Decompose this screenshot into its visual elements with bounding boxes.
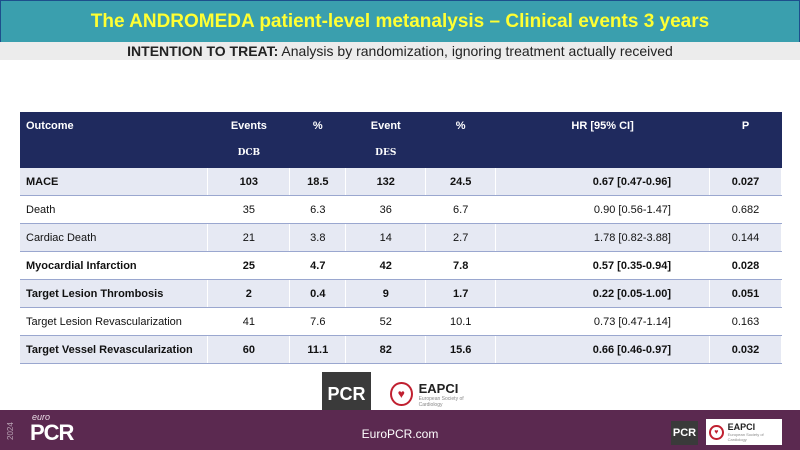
cell-dcb-pct: 4.7 xyxy=(289,251,347,280)
cell-outcome: Target Vessel Revascularization xyxy=(20,335,209,364)
cell-hr: 0.73 [0.47-1.14] xyxy=(495,307,710,336)
table-header-row: Outcome Events DCB % Event DES % HR [95% C… xyxy=(20,112,782,168)
cell-hr: 0.22 [0.05-1.00] xyxy=(495,279,710,308)
footer-year: 2024 xyxy=(6,422,15,440)
cell-p: 0.163 xyxy=(709,307,783,336)
header-p: P xyxy=(709,112,782,168)
cell-outcome: Death xyxy=(20,195,209,224)
cell-des: 14 xyxy=(345,223,427,252)
cell-dcb-pct: 0.4 xyxy=(289,279,347,308)
footer-euro-text: euro xyxy=(32,412,51,422)
cell-dcb: 103 xyxy=(207,168,291,196)
cell-p: 0.051 xyxy=(709,279,783,308)
title-banner: The ANDROMEDA patient-level metanalysis … xyxy=(0,0,800,43)
cell-p: 0.144 xyxy=(709,223,783,252)
cell-des-pct: 6.7 xyxy=(425,195,497,224)
table-row: MACE 103 18.5 132 24.5 0.67 [0.47-0.96] … xyxy=(20,168,783,196)
cell-des-pct: 7.8 xyxy=(425,251,497,280)
header-pct-des: % xyxy=(425,112,496,168)
cell-dcb-pct: 6.3 xyxy=(289,195,347,224)
cell-dcb: 2 xyxy=(207,279,291,308)
cell-des: 36 xyxy=(345,195,427,224)
cell-des-pct: 2.7 xyxy=(425,223,497,252)
table-row: Target Vessel Revascularization 60 11.1 … xyxy=(20,335,783,364)
cell-des: 132 xyxy=(345,168,427,196)
footer-site-link[interactable]: EuroPCR.com xyxy=(361,427,439,441)
cell-dcb-pct: 7.6 xyxy=(289,307,347,336)
events-table: Outcome Events DCB % Event DES % HR [95% C… xyxy=(20,112,783,364)
table-row: Cardiac Death 21 3.8 14 2.7 1.78 [0.82-3… xyxy=(20,223,783,252)
cell-hr: 0.67 [0.47-0.96] xyxy=(495,168,710,196)
footer-eapci-small-logo: ♥ EAPCI European Society of Cardiology xyxy=(706,419,782,445)
header-events-des: Event DES xyxy=(345,112,426,168)
cell-des: 9 xyxy=(345,279,427,308)
eapci-subtext: European Society of Cardiology xyxy=(418,395,464,408)
cell-outcome: Cardiac Death xyxy=(20,223,209,252)
cell-des: 42 xyxy=(345,251,427,280)
heart-icon: ♥ xyxy=(390,382,413,406)
header-hr: HR [95% CI] xyxy=(495,112,710,168)
slide-title: The ANDROMEDA patient-level metanalysis … xyxy=(90,10,710,32)
cell-outcome: Target Lesion Revascularization xyxy=(20,307,209,336)
eapci-logo: ♥ EAPCI European Society of Cardiology xyxy=(388,375,484,413)
cell-p: 0.028 xyxy=(709,251,783,280)
header-outcome: Outcome xyxy=(20,112,208,168)
cell-hr: 0.57 [0.35-0.94] xyxy=(495,251,710,280)
subtitle-text: Analysis by randomization, ignoring trea… xyxy=(278,43,673,59)
eapci-name: EAPCI xyxy=(418,380,459,396)
cell-des-pct: 10.1 xyxy=(425,307,497,336)
cell-p: 0.027 xyxy=(709,168,783,196)
footer-pcr-logo: PCR xyxy=(30,420,74,445)
table-row: Target Lesion Revascularization 41 7.6 5… xyxy=(20,307,783,336)
cell-dcb: 41 xyxy=(207,307,291,336)
cell-dcb: 21 xyxy=(207,223,291,252)
cell-hr: 0.90 [0.56-1.47] xyxy=(495,195,710,224)
cell-dcb-pct: 3.8 xyxy=(289,223,347,252)
cell-dcb-pct: 18.5 xyxy=(289,168,347,196)
cell-des-pct: 1.7 xyxy=(425,279,497,308)
cell-p: 0.032 xyxy=(709,335,783,364)
header-events-dcb: Events DCB xyxy=(207,112,290,168)
footer-bar xyxy=(0,410,800,450)
cell-outcome: Myocardial Infarction xyxy=(20,251,209,280)
footer-pcr-small-logo: PCR xyxy=(671,421,698,445)
cell-outcome: MACE xyxy=(20,168,209,196)
cell-des-pct: 24.5 xyxy=(425,168,497,196)
table-row: Myocardial Infarction 25 4.7 42 7.8 0.57… xyxy=(20,251,783,280)
table-row: Target Lesion Thrombosis 2 0.4 9 1.7 0.2… xyxy=(20,279,783,308)
events-table-container: Outcome Events DCB % Event DES % HR [95% C… xyxy=(20,112,783,364)
cell-hr: 1.78 [0.82-3.88] xyxy=(495,223,710,252)
subtitle-banner: INTENTION TO TREAT: Analysis by randomiz… xyxy=(0,42,800,60)
cell-p: 0.682 xyxy=(709,195,783,224)
cell-des: 52 xyxy=(345,307,427,336)
cell-dcb: 60 xyxy=(207,335,291,364)
cell-des-pct: 15.6 xyxy=(425,335,497,364)
subtitle-bold: INTENTION TO TREAT: xyxy=(127,43,279,59)
cell-dcb: 35 xyxy=(207,195,291,224)
table-row: Death 35 6.3 36 6.7 0.90 [0.56-1.47] 0.6… xyxy=(20,195,783,224)
cell-hr: 0.66 [0.46-0.97] xyxy=(495,335,710,364)
header-pct-dcb: % xyxy=(289,112,346,168)
cell-outcome: Target Lesion Thrombosis xyxy=(20,279,209,308)
cell-des: 82 xyxy=(345,335,427,364)
cell-dcb-pct: 11.1 xyxy=(289,335,347,364)
cell-dcb: 25 xyxy=(207,251,291,280)
pcr-logo: PCR xyxy=(322,372,371,416)
heart-icon: ♥ xyxy=(709,424,724,440)
